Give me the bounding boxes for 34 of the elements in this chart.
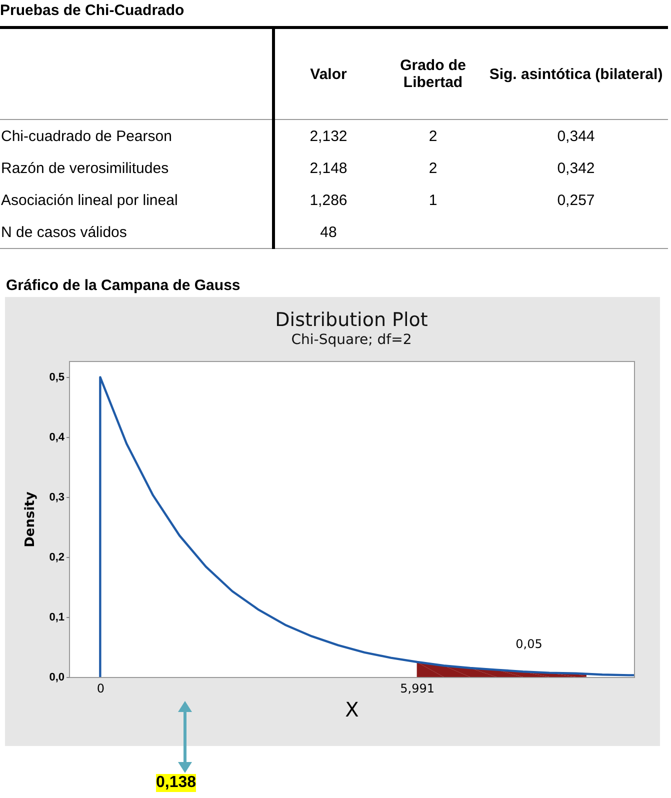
category-label: Razón de verosimilitudes	[1, 160, 169, 176]
category-label: Grado de Libertad	[382, 28, 484, 120]
x-tick-label: 5,991	[400, 682, 435, 696]
y-tick-label: 0,2	[49, 552, 64, 564]
y-tick-label: 0,0	[49, 672, 64, 684]
text: 2,148	[310, 160, 348, 176]
text: 48	[320, 224, 337, 240]
y-axis-title: Density	[23, 491, 38, 548]
text: 2	[428, 160, 438, 176]
text: 1,286	[310, 192, 348, 208]
annotation: 0,05	[516, 637, 542, 651]
category-label: N de casos válidos	[1, 224, 127, 240]
category-label: Chi-cuadrado de Pearson	[1, 128, 172, 144]
text: Pruebas de Chi-Cuadrado	[0, 1, 186, 21]
text: 0,257	[557, 192, 595, 208]
category-label: Asociación lineal por lineal	[1, 192, 178, 208]
category-label: Sig. asintótica (bilateral)	[484, 28, 668, 120]
y-tick-label: 0,5	[49, 372, 64, 384]
category-label: Valor	[274, 28, 382, 120]
chart-subtitle: Chi-Square; df=2	[291, 332, 412, 348]
line-series	[99, 376, 634, 677]
x-axis-title: X	[345, 698, 360, 722]
text: 0,344	[557, 128, 595, 144]
text: 2,132	[310, 128, 348, 144]
text: 1	[428, 192, 438, 208]
text: 0,342	[557, 160, 595, 176]
chart-title: Distribution Plot	[275, 309, 428, 331]
y-tick-label: 0,4	[49, 432, 66, 444]
text: 2	[428, 128, 438, 144]
x-tick-label: 0	[96, 682, 105, 696]
text: 0,138	[156, 774, 196, 792]
text: Gráfico de la Campana de Gauss	[6, 277, 240, 294]
y-tick-label: 0,3	[49, 492, 64, 504]
y-tick-label: 0,1	[49, 612, 64, 624]
